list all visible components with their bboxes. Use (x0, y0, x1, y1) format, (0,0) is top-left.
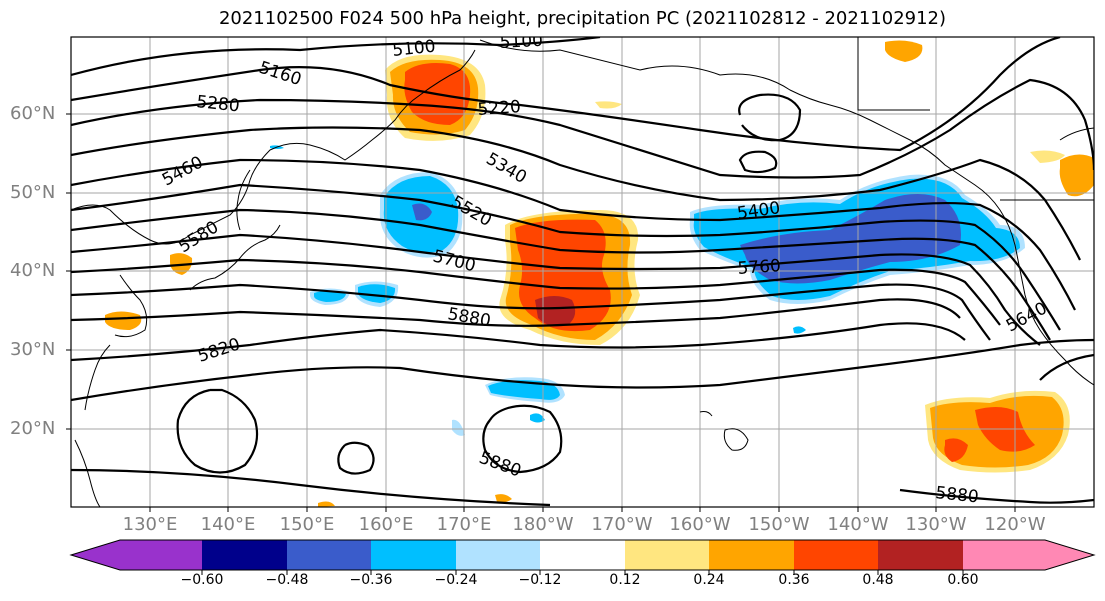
colorbar-segment (878, 540, 963, 570)
contour-label: 5880 (934, 483, 979, 507)
colorbar-extend-high (963, 540, 1094, 570)
colorbar-segment (794, 540, 878, 570)
colorbar-tick-label: −0.60 (180, 572, 224, 588)
contour-label: 5100 (391, 37, 436, 61)
lon-label-150e: 150°E (279, 514, 335, 535)
figure-title: 2021102500 F024 500 hPa height, precipit… (218, 8, 947, 29)
contour-label: 5220 (477, 97, 522, 120)
lat-label-20n: 20°N (10, 418, 56, 439)
colorbar-tick-label: −0.24 (434, 572, 478, 588)
colorbar-tick-label: −0.12 (518, 572, 562, 588)
colorbar-segment (371, 540, 456, 570)
colorbar-segment (202, 540, 287, 570)
colorbar-tick-label: 0.24 (693, 572, 725, 588)
lon-label-170w: 170°W (591, 514, 653, 535)
contour-label: 5760 (737, 256, 782, 279)
colorbar-tick-label: 0.48 (862, 572, 894, 588)
colorbar-segment (456, 540, 540, 570)
lon-label-120w: 120°W (984, 514, 1046, 535)
colorbar-segment (287, 540, 371, 570)
colorbar-segment (709, 540, 794, 570)
colorbar-tick-label: −0.48 (265, 572, 309, 588)
lon-label-130w: 130°W (905, 514, 967, 535)
lon-label-140w: 140°W (827, 514, 889, 535)
lon-label-160w: 160°W (669, 514, 731, 535)
colorbar-outline (69, 539, 1096, 571)
colorbar-segment (625, 540, 709, 570)
lon-label-130e: 130°E (122, 514, 178, 535)
colorbar-tick-label: 0.60 (947, 572, 979, 588)
lat-label-30n: 30°N (10, 339, 56, 360)
colorbar-tick-label: 0.36 (778, 572, 810, 588)
lon-label-170e: 170°E (436, 514, 492, 535)
lon-label-150w: 150°W (748, 514, 810, 535)
lat-label-60n: 60°N (10, 103, 56, 124)
lon-label-140e: 140°E (200, 514, 256, 535)
lat-label-50n: 50°N (10, 182, 56, 203)
height-contours (71, 37, 1094, 507)
colorbar-extend-low (71, 540, 202, 570)
lon-label-180w: 180°W (512, 514, 574, 535)
axis-ticks (66, 113, 1016, 512)
contour-label: 5100 (499, 31, 543, 53)
lat-label-40n: 40°N (10, 260, 56, 281)
colorbar (69, 539, 1096, 575)
colorbar-tick-label: −0.36 (349, 572, 393, 588)
colorbar-tick-label: 0.12 (609, 572, 641, 588)
graticule (71, 37, 1094, 507)
map-frame (70, 36, 1095, 508)
contour-label: 5280 (195, 92, 240, 116)
lon-label-160e: 160°E (358, 514, 414, 535)
colorbar-segment (540, 540, 625, 570)
